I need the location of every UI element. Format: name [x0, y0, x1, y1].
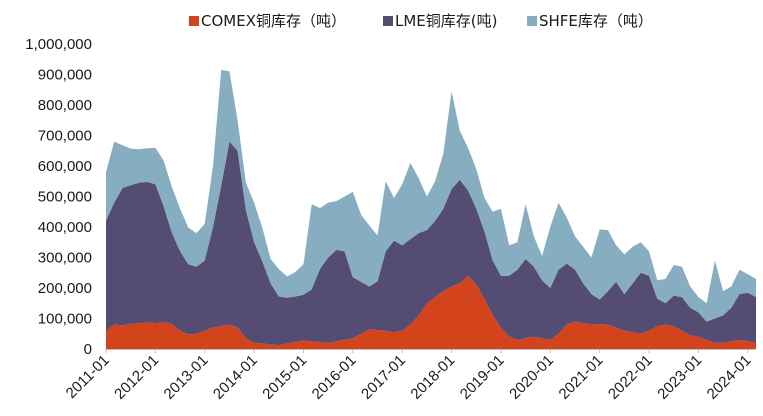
area-series-3 [106, 69, 756, 322]
y-tick-label: 900,000 [38, 67, 92, 84]
y-tick-label: 300,000 [38, 250, 92, 267]
y-tick-label: 0 [84, 341, 92, 358]
x-tick-label: 2023-01 [654, 352, 705, 403]
y-tick-label: 700,000 [38, 128, 92, 145]
y-tick-label: 100,000 [38, 311, 92, 328]
legend-swatch [189, 16, 199, 26]
x-tick-label: 2014-01 [210, 352, 261, 403]
y-tick-label: 1,000,000 [25, 36, 92, 53]
x-tick-label: 2024-01 [704, 352, 755, 403]
x-axis-ticks: 2011-012012-012013-012014-012015-012016-… [63, 349, 755, 403]
x-tick-label: 2013-01 [161, 352, 212, 403]
x-tick-label: 2012-01 [111, 352, 162, 403]
legend-label: COMEX铜库存（吨） [201, 12, 346, 30]
y-axis-ticks: 0 100,000 200,000 300,000 400,000 500,000 600,… [25, 36, 92, 358]
x-tick-label: 2011-01 [63, 352, 113, 402]
x-tick-label: 2021-01 [556, 352, 607, 403]
legend-item-1: COMEX铜库存（吨） [189, 12, 346, 30]
x-tick-label: 2017-01 [358, 352, 409, 403]
y-tick-label: 400,000 [38, 219, 92, 236]
legend-item-3: SHFE库存（吨） [527, 12, 653, 30]
x-tick-label: 2022-01 [605, 352, 656, 403]
area-series-2 [106, 141, 756, 346]
y-tick-label: 800,000 [38, 97, 92, 114]
legend-item-2: LME铜库存(吨) [383, 12, 497, 30]
x-tick-label: 2020-01 [506, 352, 557, 403]
y-tick-label: 600,000 [38, 158, 92, 175]
area-series-1 [106, 275, 756, 349]
x-tick-label: 2018-01 [407, 352, 458, 403]
legend: COMEX铜库存（吨） LME铜库存(吨) SHFE库存（吨） [189, 12, 653, 30]
x-tick-label: 2016-01 [309, 352, 360, 403]
legend-swatch [383, 16, 393, 26]
x-tick-label: 2019-01 [457, 352, 508, 403]
legend-swatch [527, 16, 537, 26]
y-tick-label: 500,000 [38, 189, 92, 206]
x-tick-label: 2015-01 [259, 352, 310, 403]
legend-label: LME铜库存(吨) [395, 12, 497, 30]
y-tick-label: 200,000 [38, 280, 92, 297]
legend-label: SHFE库存（吨） [539, 12, 653, 30]
plot-areas [106, 69, 756, 349]
